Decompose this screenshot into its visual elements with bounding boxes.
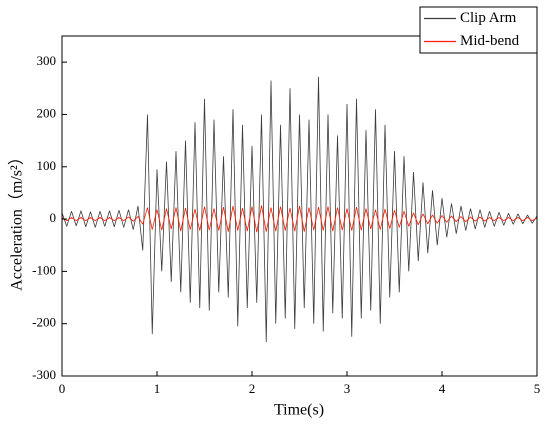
y-tick-label: -100 (32, 262, 56, 277)
x-tick-label: 0 (59, 381, 66, 396)
legend-label: Clip Arm (460, 10, 517, 26)
plot-frame (61, 35, 538, 377)
legend-label: Mid-bend (460, 33, 520, 49)
y-tick-label: -200 (32, 315, 56, 330)
y-axis-label: Acceleration（m/s²） (8, 149, 26, 291)
y-tick-label: 100 (37, 158, 57, 173)
y-tick-label: -300 (32, 367, 56, 382)
x-tick-label: 3 (344, 381, 351, 396)
x-axis-label: Time(s) (274, 402, 324, 419)
x-tick-label: 4 (439, 381, 446, 396)
series-line (61, 205, 538, 233)
x-tick-label: 1 (154, 381, 161, 396)
y-tick-label: 0 (50, 210, 57, 225)
legend-box (419, 6, 538, 54)
x-tick-label: 5 (534, 381, 541, 396)
series-line (61, 76, 538, 343)
y-tick-label: 300 (37, 53, 57, 68)
x-tick-label: 2 (249, 381, 256, 396)
y-tick-label: 200 (37, 105, 57, 120)
